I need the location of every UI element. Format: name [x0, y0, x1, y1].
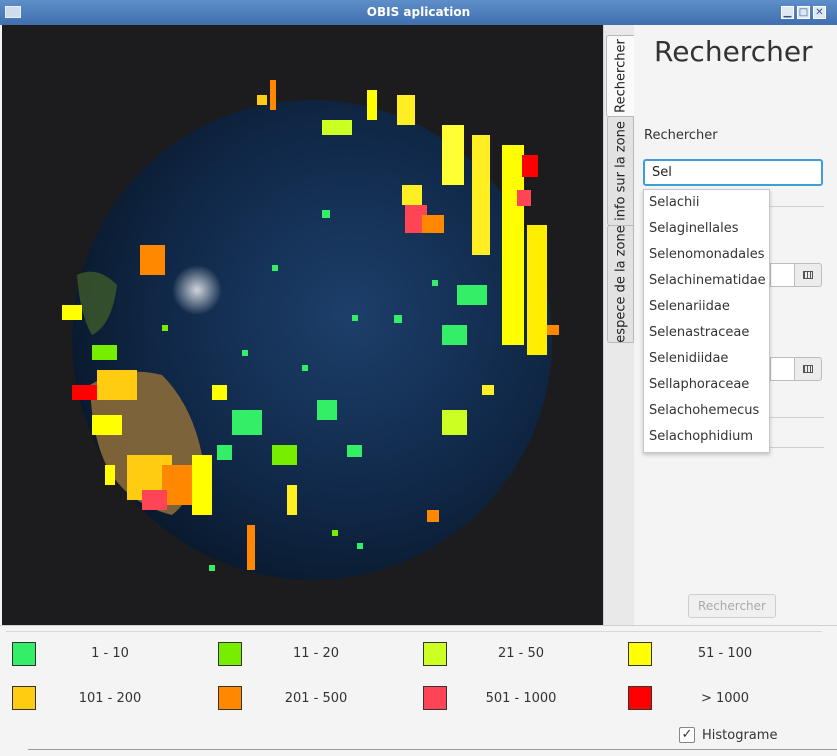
suggestion-item[interactable]: Selenomonadales — [649, 247, 765, 262]
legend-swatch — [12, 642, 36, 666]
legend-swatch — [423, 686, 447, 710]
legend-swatch — [218, 642, 242, 666]
tab-label: Rechercher — [613, 39, 628, 113]
close-button[interactable]: ✕ — [813, 6, 826, 19]
title-bar: OBIS aplication ▁ □ ✕ — [0, 0, 837, 25]
suggestion-item[interactable]: Sellaphoraceae — [649, 377, 750, 392]
suggestion-item[interactable]: Selachinematidae — [649, 273, 766, 288]
check-icon: ✓ — [681, 727, 693, 742]
date-field-from[interactable] — [770, 263, 795, 287]
suggestion-item[interactable]: Selachophidium — [649, 429, 754, 444]
tab-label: espece de la zone — [613, 225, 628, 343]
legend-label: 51 - 100 — [697, 646, 753, 661]
divider — [769, 447, 824, 448]
tab-label: info sur la zone — [613, 121, 628, 221]
histogram-checkbox[interactable]: ✓ — [679, 727, 695, 743]
tab-rechercher[interactable]: Rechercher — [606, 35, 635, 117]
suggestion-item[interactable]: Selachii — [649, 195, 700, 210]
search-label: Rechercher — [644, 128, 718, 143]
globe-view[interactable] — [2, 25, 603, 625]
calendar-icon — [803, 365, 813, 373]
minimize-button[interactable]: ▁ — [781, 6, 794, 19]
legend-panel: 1 - 10 11 - 20 21 - 50 51 - 100 101 - 20… — [0, 625, 837, 756]
calendar-icon — [803, 271, 813, 279]
legend-label: 101 - 200 — [78, 691, 142, 706]
divider — [6, 631, 822, 632]
globe-svg[interactable] — [2, 25, 603, 625]
divider — [769, 417, 824, 418]
species-bars — [62, 80, 559, 571]
legend-swatch — [628, 686, 652, 710]
vertical-tab-bar: Rechercher info sur la zone espece de la… — [603, 25, 635, 625]
submit-search-button[interactable]: Rechercher — [688, 594, 776, 618]
legend-label: > 1000 — [700, 691, 750, 706]
divider — [769, 206, 824, 207]
suggestion-item[interactable]: Selaginellales — [649, 221, 739, 236]
suggestion-item[interactable]: Selenariidae — [649, 299, 730, 314]
tab-espece-de-la-zone[interactable]: espece de la zone — [607, 225, 634, 343]
legend-swatch — [628, 642, 652, 666]
legend-label: 201 - 500 — [284, 691, 348, 706]
search-input[interactable] — [643, 159, 823, 186]
window-title: OBIS aplication — [366, 5, 471, 19]
light-reflection — [172, 265, 222, 315]
legend-label: 21 - 50 — [497, 646, 545, 661]
histogram-label: Histograme — [702, 728, 778, 743]
legend-label: 11 - 20 — [292, 646, 340, 661]
window-icon — [5, 6, 21, 18]
bottom-divider — [28, 749, 837, 756]
calendar-button-to[interactable] — [794, 357, 822, 381]
tab-info-sur-la-zone[interactable]: info sur la zone — [607, 116, 634, 226]
legend-swatch — [218, 686, 242, 710]
maximize-button[interactable]: □ — [797, 6, 810, 19]
suggestion-item[interactable]: Selenidiidae — [649, 351, 729, 366]
autocomplete-dropdown[interactable]: Selachii Selaginellales Selenomonadales … — [643, 189, 770, 453]
suggestion-item[interactable]: Selenastraceae — [649, 325, 750, 340]
calendar-button-from[interactable] — [794, 263, 822, 287]
suggestion-item[interactable]: Selachohemecus — [649, 403, 760, 418]
continent-asia — [77, 271, 117, 335]
legend-swatch — [423, 642, 447, 666]
legend-label: 1 - 10 — [91, 646, 129, 661]
legend-swatch — [12, 686, 36, 710]
legend-label: 501 - 1000 — [485, 691, 557, 706]
page-title: Rechercher — [654, 35, 813, 68]
date-field-to[interactable] — [770, 357, 795, 381]
